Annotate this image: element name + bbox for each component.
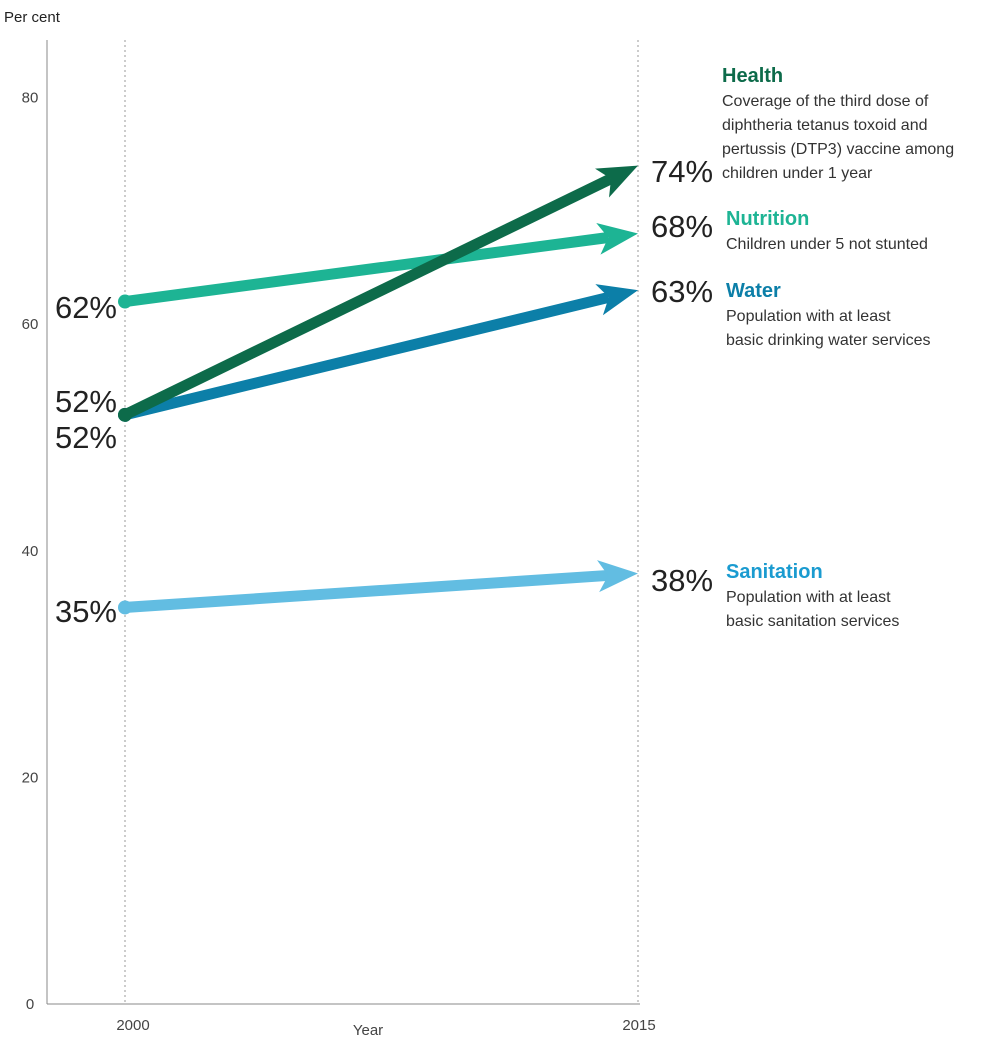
legend-description: basic sanitation services: [726, 613, 899, 630]
y-tick-label: 60: [22, 316, 39, 333]
start-point: [118, 294, 132, 309]
legend-description: Population with at least: [726, 589, 891, 606]
legend-title: Health: [722, 65, 783, 87]
legend-title: Water: [726, 280, 781, 302]
series-line: [122, 173, 614, 420]
y-tick-label: 80: [22, 90, 39, 107]
arrow-head: [596, 222, 638, 255]
start-value-label: 52%: [55, 384, 117, 419]
y-axis-label: Per cent: [4, 9, 61, 26]
start-value-label: 62%: [55, 290, 117, 325]
legend-description: Population with at least: [726, 308, 891, 325]
series-water: [118, 284, 638, 422]
legend-description: pertussis (DTP3) vaccine among: [722, 141, 954, 158]
arrow-head: [595, 284, 638, 316]
end-value-label: 63%: [651, 274, 713, 309]
series-sanitation: [118, 560, 638, 615]
start-value-label: 35%: [55, 594, 117, 629]
series-nutrition: [118, 222, 638, 309]
start-point: [118, 407, 132, 422]
legend-description: children under 1 year: [722, 165, 873, 182]
y-tick-label: 20: [22, 769, 39, 786]
legend-description: basic drinking water services: [726, 332, 931, 349]
x-tick-label: 2000: [116, 1017, 149, 1034]
arrow-head: [597, 560, 638, 593]
series-health: [118, 165, 638, 422]
series-line: [123, 291, 611, 421]
end-value-label: 38%: [651, 563, 713, 598]
legend-title: Sanitation: [726, 561, 823, 583]
legend-title: Nutrition: [726, 208, 809, 230]
arrow-head: [595, 165, 638, 198]
start-point: [118, 600, 132, 615]
end-value-label: 74%: [651, 154, 713, 189]
y-tick-label: 40: [22, 543, 39, 560]
series-line: [124, 569, 609, 613]
legend-description: Coverage of the third dose of: [722, 93, 929, 110]
end-value-label: 68%: [651, 209, 713, 244]
start-value-label: 52%: [55, 420, 117, 455]
x-tick-label: 2015: [622, 1017, 655, 1034]
legend-description: Children under 5 not stunted: [726, 236, 928, 253]
x-axis-label: Year: [353, 1022, 383, 1039]
legend-description: diphtheria tetanus toxoid and: [722, 117, 927, 134]
series-line: [124, 232, 609, 307]
y-tick-label: 0: [26, 996, 34, 1013]
